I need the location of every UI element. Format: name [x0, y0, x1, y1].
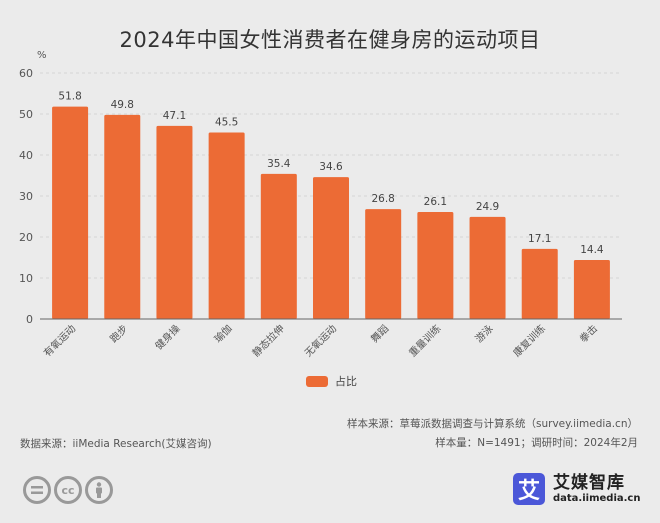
- brand-url: data.iimedia.cn: [553, 492, 641, 504]
- data-label: 26.1: [424, 196, 447, 208]
- data-label: 47.1: [163, 110, 186, 122]
- data-label: 34.6: [319, 161, 343, 173]
- data-label: 45.5: [215, 116, 238, 128]
- y-tick-label: 10: [19, 272, 33, 285]
- x-tick-label: 静态拉伸: [249, 322, 286, 359]
- data-label: 24.9: [476, 201, 499, 213]
- bar: [365, 209, 402, 319]
- y-tick-label: 40: [19, 149, 33, 162]
- y-tick-label: 20: [19, 231, 33, 244]
- y-unit-label: %: [37, 50, 47, 61]
- license-icons: cc: [23, 476, 113, 504]
- sample-info: 样本来源：草莓派数据调查与计算系统（survey.iimedia.cn） 样本量…: [347, 415, 638, 453]
- data-label: 51.8: [58, 91, 81, 103]
- bar: [417, 211, 454, 319]
- brand-logo: 艾: [513, 473, 545, 505]
- x-tick-label: 有氧运动: [41, 322, 78, 359]
- equals-icon: [23, 476, 51, 504]
- bar: [260, 173, 297, 319]
- legend[interactable]: 占比: [306, 373, 357, 389]
- y-tick-label: 50: [19, 108, 33, 121]
- x-tick-label: 重量训练: [406, 322, 443, 359]
- y-tick-label: 30: [19, 190, 33, 203]
- x-tick-label: 游泳: [472, 322, 495, 345]
- bar: [521, 248, 558, 319]
- x-tick-label: 舞蹈: [369, 323, 392, 346]
- bar: [52, 106, 89, 320]
- x-tick-label: 瑜伽: [211, 322, 234, 345]
- y-tick-label: 0: [26, 313, 33, 326]
- y-tick-label: 60: [19, 67, 33, 80]
- bar: [469, 216, 506, 319]
- cc-icon: cc: [54, 476, 82, 504]
- data-label: 35.4: [267, 158, 291, 170]
- x-tick-label: 无氧运动: [302, 322, 339, 359]
- sample-source: 样本来源：草莓派数据调查与计算系统（survey.iimedia.cn）: [347, 418, 638, 430]
- brand-name: 艾媒智库: [553, 473, 625, 494]
- chart-title: 2024年中国女性消费者在健身房的运动项目: [119, 28, 541, 52]
- x-tick-label: 康复训练: [510, 322, 547, 359]
- x-tick-label: 拳击: [577, 322, 600, 345]
- bar: [104, 114, 141, 319]
- data-label: 17.1: [528, 233, 551, 245]
- legend-label: 占比: [335, 375, 357, 388]
- brand: 艾 艾媒智库 data.iimedia.cn: [513, 473, 640, 505]
- bar: [156, 125, 193, 319]
- data-label: 26.8: [371, 193, 394, 205]
- person-icon: [85, 476, 113, 504]
- x-tick-label: 跑步: [107, 322, 130, 345]
- sample-size: 样本量：N=1491；调研时间：2024年2月: [435, 437, 638, 449]
- bar: [573, 259, 610, 319]
- data-label: 49.8: [111, 99, 134, 111]
- bar-chart: % 0 10 20 30 40 50 60 51.8 有氧运动 49.8 跑步 47.1 健身操 45.5 瑜…: [19, 50, 622, 359]
- data-label: 14.4: [580, 244, 604, 256]
- data-source: 数据来源：iiMedia Research(艾媒咨询): [20, 438, 212, 450]
- legend-swatch: [306, 375, 328, 387]
- x-tick-label: 健身操: [152, 322, 182, 352]
- bar: [208, 132, 245, 319]
- bar: [313, 177, 349, 319]
